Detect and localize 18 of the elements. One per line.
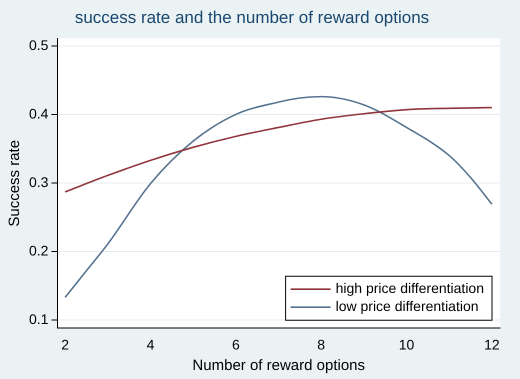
y-axis-title: Success rate	[6, 140, 24, 227]
y-tick-label: 0.1	[28, 310, 49, 327]
y-tick-label: 0.3	[28, 174, 49, 190]
legend-label: low price differentiation	[336, 298, 479, 314]
x-tick-label: 4	[146, 336, 155, 352]
x-axis-title: Number of reward options	[192, 357, 366, 374]
y-tick-label: 0.5	[28, 36, 49, 53]
y-tick-label: 0.4	[28, 105, 49, 122]
legend-label: high price differentiation	[336, 280, 484, 296]
x-tick-label: 10	[398, 336, 415, 352]
x-tick-label: 8	[317, 336, 326, 352]
x-tick-label: 6	[232, 336, 240, 352]
line-series	[64, 96, 493, 298]
chart-title: success rate and the number of reward options	[74, 8, 430, 27]
y-tick-label: 0.2	[28, 242, 49, 258]
x-tick-label: 2	[61, 336, 70, 352]
line-series	[64, 106, 493, 193]
x-tick-label: 12	[484, 336, 500, 352]
